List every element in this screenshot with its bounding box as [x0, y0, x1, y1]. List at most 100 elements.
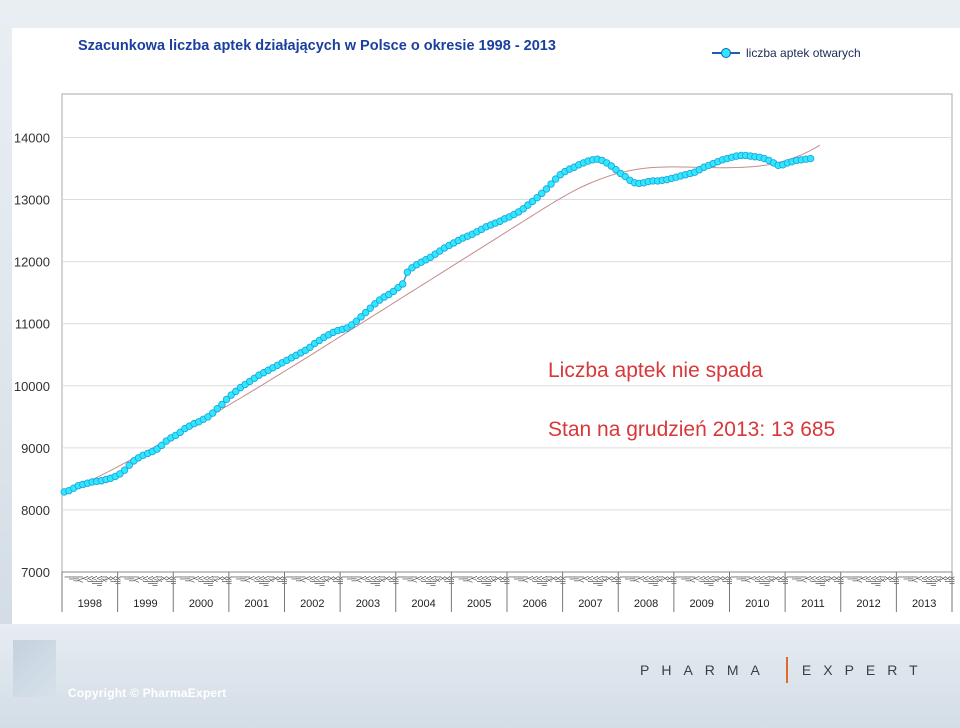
- month-tick-label: IV: [744, 576, 751, 583]
- month-tick-label: XI: [387, 576, 394, 583]
- month-tick-label: VIII: [95, 576, 102, 587]
- month-tick-label: VI: [197, 576, 204, 583]
- month-tick-label: X: [660, 576, 667, 581]
- month-tick-label: VI: [697, 576, 704, 583]
- month-tick-label: X: [271, 576, 278, 581]
- copyright-text: Copyright © PharmaExpert: [68, 686, 227, 700]
- month-tick-label: IX: [211, 576, 218, 583]
- month-tick-label: XI: [276, 576, 283, 583]
- year-label: 2011: [801, 598, 825, 610]
- month-tick-label: VIII: [540, 576, 547, 587]
- month-tick-label: II: [679, 576, 686, 580]
- month-tick-label: VII: [702, 576, 709, 585]
- month-tick-label: IX: [99, 576, 106, 583]
- month-tick-label: V: [860, 576, 867, 581]
- month-tick-label: VI: [586, 576, 593, 583]
- data-point: [222, 395, 231, 404]
- month-tick-label: IX: [155, 576, 162, 583]
- month-tick-label: V: [136, 576, 143, 581]
- month-tick-label: III: [350, 576, 357, 582]
- data-point: [361, 308, 370, 317]
- month-tick-label: II: [734, 576, 741, 580]
- data-point: [551, 175, 560, 183]
- month-tick-label: VIII: [373, 576, 380, 587]
- month-tick-label: VI: [252, 576, 259, 583]
- month-tick-label: V: [637, 576, 644, 581]
- month-tick-label: III: [739, 576, 746, 582]
- month-tick-label: III: [683, 576, 690, 582]
- month-tick-label: X: [104, 576, 111, 581]
- brand-word-left: PHARMA: [640, 662, 772, 678]
- month-tick-label: VII: [591, 576, 598, 585]
- month-tick-label: V: [804, 576, 811, 581]
- data-point: [218, 400, 226, 409]
- legend-label: liczba aptek otwarych: [746, 46, 861, 60]
- month-tick-label: XI: [498, 576, 505, 583]
- month-tick-label: XII: [836, 576, 843, 585]
- month-tick-label: XI: [832, 576, 839, 583]
- month-tick-label: V: [470, 576, 477, 581]
- month-tick-label: X: [883, 576, 890, 581]
- month-tick-label: V: [693, 576, 700, 581]
- y-tick-label: 10000: [14, 379, 50, 394]
- data-point: [399, 280, 407, 288]
- month-tick-label: XI: [164, 576, 171, 583]
- month-tick-label: I: [340, 576, 347, 578]
- data-point: [357, 313, 365, 321]
- year-label: 2002: [300, 598, 324, 610]
- year-label: 2008: [634, 598, 658, 610]
- month-tick-label: XI: [109, 576, 116, 583]
- month-tick-label: VII: [480, 576, 487, 585]
- month-tick-label: II: [67, 576, 74, 580]
- month-tick-label: VI: [920, 576, 927, 583]
- month-tick-label: V: [526, 576, 533, 581]
- data-point: [542, 185, 551, 193]
- month-tick-label: VIII: [150, 576, 157, 587]
- month-tick-label: I: [841, 576, 848, 578]
- data-point: [538, 189, 546, 198]
- month-tick-label: III: [183, 576, 190, 582]
- month-tick-label: VI: [419, 576, 426, 583]
- month-tick-label: II: [456, 576, 463, 580]
- month-tick-label: XII: [558, 576, 565, 585]
- month-tick-label: IX: [600, 576, 607, 583]
- month-tick-label: V: [915, 576, 922, 581]
- month-tick-label: VIII: [317, 576, 324, 587]
- y-tick-label: 9000: [21, 441, 50, 456]
- month-tick-label: VIII: [206, 576, 213, 587]
- month-tick-label: XII: [169, 576, 176, 585]
- month-tick-label: VII: [646, 576, 653, 585]
- month-tick-label: VI: [530, 576, 537, 583]
- y-tick-label: 8000: [21, 503, 50, 518]
- y-tick-label: 14000: [14, 130, 50, 145]
- year-label: 2004: [411, 598, 435, 610]
- month-tick-label: VI: [753, 576, 760, 583]
- month-tick-label: III: [517, 576, 524, 582]
- month-tick-label: III: [572, 576, 579, 582]
- month-tick-label: IX: [878, 576, 885, 583]
- month-tick-label: IV: [632, 576, 639, 583]
- month-tick-label: VII: [90, 576, 97, 585]
- data-point: [366, 304, 374, 312]
- month-tick-label: XII: [503, 576, 510, 585]
- year-label: 2005: [467, 598, 491, 610]
- month-tick-label: V: [359, 576, 366, 581]
- month-tick-label: X: [493, 576, 500, 581]
- month-tick-label: VI: [642, 576, 649, 583]
- data-point: [806, 154, 815, 163]
- footer-panel: [0, 624, 960, 728]
- month-tick-label: IX: [767, 576, 774, 583]
- data-point: [213, 405, 221, 413]
- month-tick-label: XI: [665, 576, 672, 583]
- month-tick-label: VIII: [651, 576, 658, 587]
- month-tick-label: V: [581, 576, 588, 581]
- month-tick-label: VI: [141, 576, 148, 583]
- month-tick-label: VIII: [818, 576, 825, 587]
- plot-area: [61, 93, 953, 573]
- month-tick-label: III: [405, 576, 412, 582]
- month-tick-label: IV: [911, 576, 918, 583]
- month-tick-label: III: [127, 576, 134, 582]
- data-point: [120, 466, 129, 474]
- month-tick-label: II: [123, 576, 130, 580]
- month-tick-label: XII: [892, 576, 899, 585]
